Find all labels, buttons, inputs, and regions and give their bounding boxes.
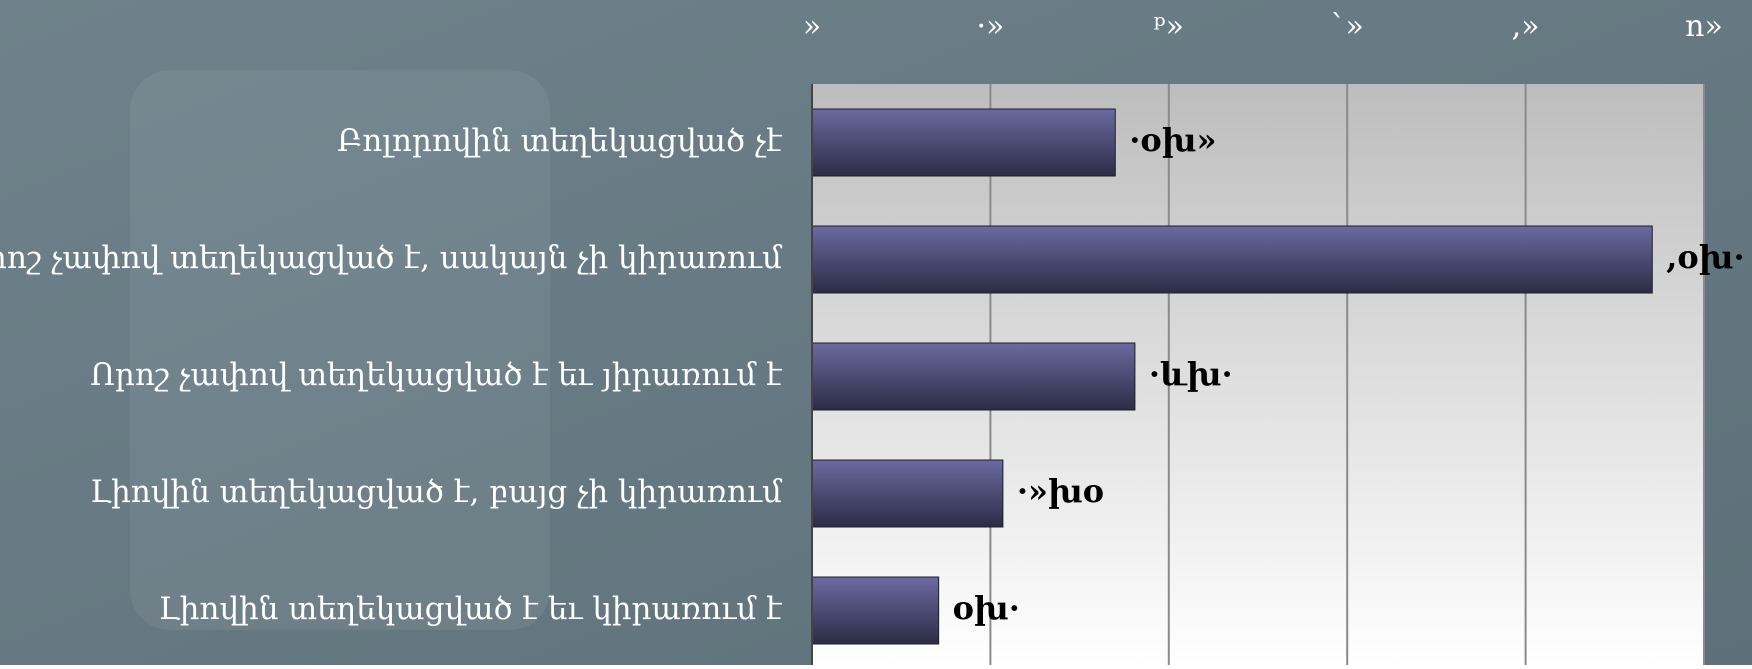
- bar: [811, 225, 1653, 294]
- data-label: oխ·: [953, 589, 1020, 627]
- x-tick-label: »: [803, 9, 821, 44]
- decoration: [130, 70, 550, 630]
- data-label: ,oխ·: [1666, 238, 1744, 276]
- data-label: ·ևխ·: [1149, 355, 1233, 393]
- y-tick-label: Որոշ չափով տեղեկացված է եւ յիրառում է: [90, 357, 782, 393]
- x-tick-label: n»: [1685, 9, 1723, 44]
- x-tick-label: ·»: [976, 9, 1004, 44]
- bar: [811, 108, 1116, 177]
- x-tick-label: ,»: [1512, 9, 1540, 44]
- bar: [811, 342, 1136, 411]
- y-tick-label: Լիովին տեղեկացված է, բայց չի կիրառում: [90, 474, 783, 510]
- data-label: ·»խo: [1017, 472, 1104, 510]
- chart-layer: » ·» ᵖ» `» ,» n» Բոլորովին տեղեկացված չէ ·oխ» Որ…: [0, 9, 1745, 665]
- data-label: ·oխ»: [1129, 121, 1216, 159]
- y-tick-label: Որոշ չափով տեղեկացված է, սակայն չի կիրառ…: [0, 240, 783, 276]
- x-tick-label: ᵖ»: [1154, 9, 1184, 44]
- bar: [811, 576, 940, 645]
- x-tick-label: `»: [1331, 9, 1364, 44]
- bar: [811, 459, 1004, 528]
- y-tick-label: Լիովին տեղեկացված է եւ կիրառում է: [159, 591, 783, 627]
- y-tick-label: Բոլորովին տեղեկացված չէ: [337, 123, 782, 159]
